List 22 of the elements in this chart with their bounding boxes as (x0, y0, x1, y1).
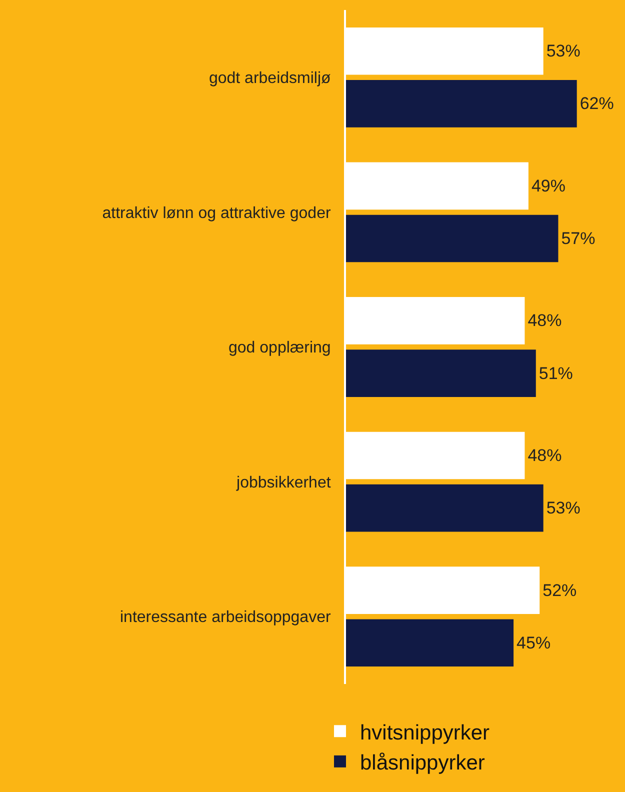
y-tick-label: interessante arbeidsoppgaver (120, 609, 332, 626)
y-tick-label: god opplæring (228, 340, 331, 357)
legend-label: hvitsnippyrker (360, 721, 490, 744)
bar (346, 619, 514, 667)
legend-label: blåsnippyrker (360, 752, 485, 775)
data-label: 57% (561, 228, 596, 248)
bar (346, 214, 558, 262)
y-tick-label: godt arbeidsmiljø (208, 70, 332, 87)
y-tick-label: attraktiv lønn og attraktive goder (102, 204, 332, 222)
data-label: 48% (528, 446, 562, 466)
data-label: 49% (531, 176, 566, 196)
y-tick-label: jobbsikkerhet (236, 474, 332, 492)
data-label: 53% (546, 42, 580, 61)
data-label: 53% (546, 498, 580, 518)
data-label: 62% (580, 94, 614, 114)
bar (346, 350, 536, 397)
data-label: 51% (538, 364, 573, 383)
bar (346, 484, 544, 532)
data-label: 48% (528, 311, 562, 330)
data-label: 52% (542, 580, 577, 600)
data-label: 45% (516, 633, 551, 652)
bar (346, 80, 577, 128)
